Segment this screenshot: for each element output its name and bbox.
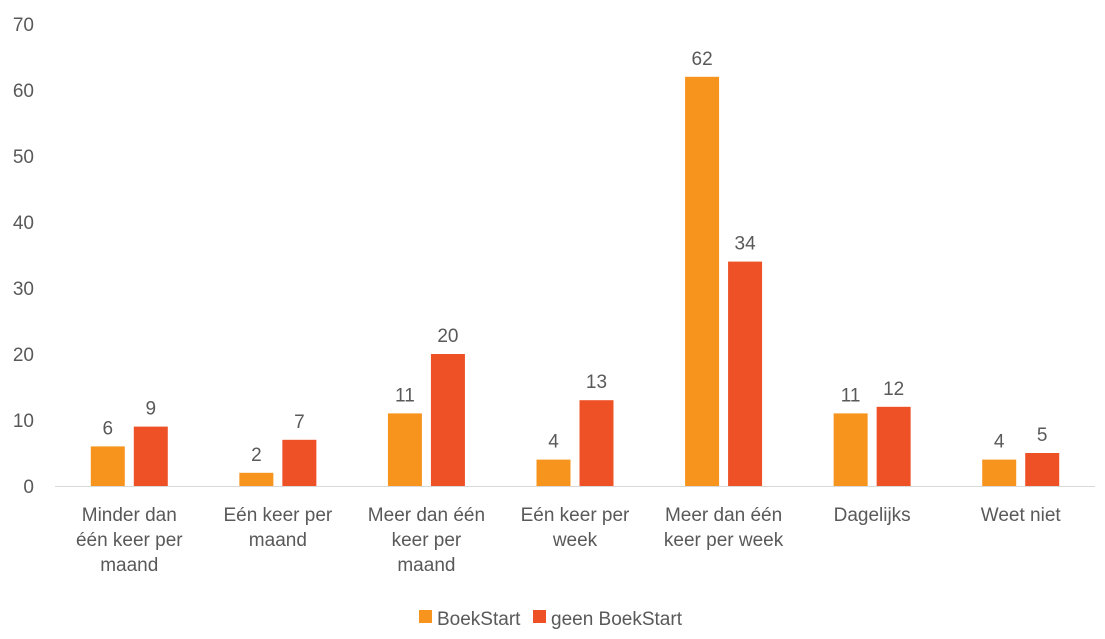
y-tick-label: 20 (13, 345, 34, 366)
legend-swatch (533, 610, 546, 623)
bar-boekstart (833, 413, 868, 486)
data-label: 20 (437, 326, 458, 347)
category-label-line: keer per (392, 530, 462, 551)
category-label-line: maand (249, 530, 307, 551)
data-label: 11 (841, 385, 861, 406)
category-label-line: Meer dan één (368, 505, 485, 526)
y-axis-ticks: 0 10 20 30 40 50 60 70 (13, 15, 34, 498)
category-label-line: één keer per (76, 530, 183, 551)
category-label-line: Eén keer per (223, 505, 332, 526)
category-label-line: Minder dan (82, 505, 177, 526)
y-tick-label: 30 (13, 279, 34, 300)
category-label-line: maand (100, 555, 158, 576)
data-labels: 6 9 2 7 11 20 4 13 62 34 11 12 4 5 (102, 49, 1047, 466)
y-tick-label: 40 (13, 213, 34, 234)
y-tick-label: 10 (13, 411, 34, 432)
category-label: Dagelijks (834, 505, 911, 526)
legend-label: BoekStart (437, 609, 521, 630)
category-label: Minder dan één keer per maand (76, 505, 183, 576)
bar-geen-boekstart (133, 426, 168, 486)
category-label-line: Dagelijks (834, 505, 911, 526)
bar-geen-boekstart (1025, 453, 1060, 486)
bars (90, 76, 1060, 487)
data-label: 5 (1037, 425, 1048, 446)
bar-geen-boekstart (282, 439, 317, 486)
y-tick-label: 0 (23, 477, 34, 498)
data-label: 4 (994, 432, 1005, 453)
data-label: 11 (395, 385, 415, 406)
category-label-line: Eén keer per (521, 505, 630, 526)
y-tick-label: 50 (13, 147, 34, 168)
category-label-line: keer per week (664, 530, 784, 551)
bar-geen-boekstart (430, 354, 465, 486)
bar-boekstart (90, 446, 125, 486)
data-label: 12 (883, 379, 904, 400)
category-label-line: week (552, 530, 598, 551)
data-label: 13 (586, 372, 607, 393)
data-label: 34 (735, 234, 757, 255)
y-tick-label: 70 (13, 15, 34, 36)
bar-geen-boekstart (876, 406, 911, 486)
data-label: 6 (102, 418, 113, 439)
y-tick-label: 60 (13, 81, 34, 102)
bar-boekstart (685, 76, 720, 487)
bar-boekstart (387, 413, 422, 486)
bar-boekstart (239, 472, 274, 486)
category-label: Meer dan één keer per week (664, 505, 784, 551)
data-label: 9 (145, 399, 156, 420)
data-label: 2 (251, 445, 262, 466)
category-label: Eén keer per week (521, 505, 630, 551)
data-label: 4 (548, 432, 559, 453)
bar-geen-boekstart (728, 261, 763, 486)
data-label: 7 (294, 412, 305, 433)
category-label: Meer dan één keer per maand (368, 505, 485, 576)
category-label-line: maand (397, 555, 455, 576)
category-label-line: Meer dan één (665, 505, 782, 526)
data-label: 62 (692, 49, 713, 70)
legend-label: geen BoekStart (551, 609, 683, 630)
legend-swatch (419, 610, 432, 623)
bar-geen-boekstart (579, 400, 614, 486)
bar-boekstart (982, 459, 1017, 486)
bar-boekstart (536, 459, 571, 486)
category-labels: Minder dan één keer per maand Eén keer per m… (76, 505, 1061, 576)
category-label: Weet niet (981, 505, 1062, 526)
category-label-line: Weet niet (981, 505, 1062, 526)
category-label: Eén keer per maand (223, 505, 332, 551)
legend: BoekStart geen BoekStart (419, 609, 683, 630)
